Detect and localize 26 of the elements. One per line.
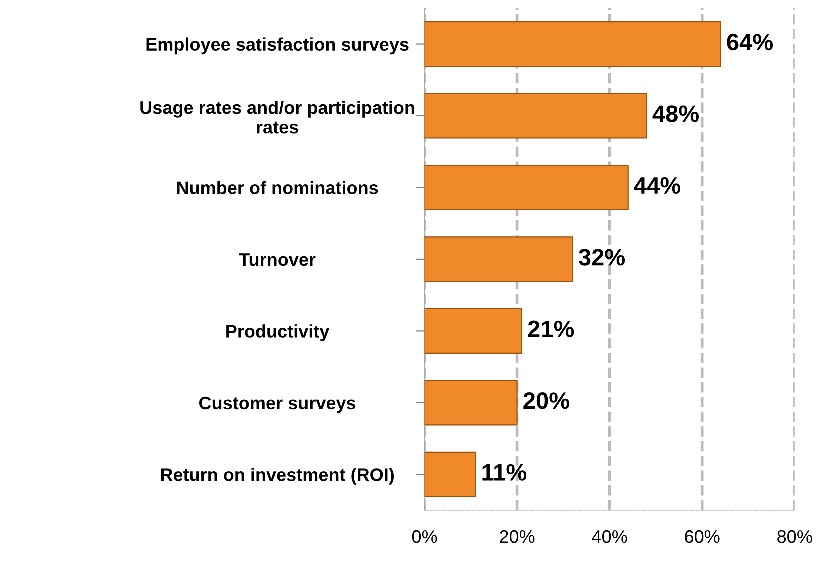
x-tick-label: 60%: [685, 530, 720, 544]
y-tick-label: Employee satisfaction surveys: [146, 38, 409, 55]
bar: [424, 164, 629, 211]
bar: [424, 93, 648, 139]
data-label: 64%: [727, 34, 774, 51]
y-tick-label: Customer surveys: [200, 396, 356, 414]
bar: [424, 380, 518, 426]
x-tick-label: 20%: [500, 530, 535, 544]
bar: [424, 308, 522, 354]
data-label: 48%: [652, 106, 700, 122]
bar: [424, 452, 476, 498]
x-tick-label: 0%: [412, 530, 438, 544]
data-label: 32%: [578, 249, 625, 266]
bar: [424, 236, 574, 282]
y-tick-label: Number of nominations: [177, 181, 378, 194]
bar: [424, 21, 722, 68]
x-tick-label: 40%: [592, 530, 628, 544]
data-label: 44%: [634, 177, 681, 194]
y-tick-label: Turnover: [239, 254, 316, 266]
y-tick-label: Return on investment (ROI): [161, 468, 394, 485]
data-label: 21%: [528, 320, 574, 338]
y-tick-label: Productivity: [226, 324, 330, 342]
data-label: 20%: [524, 392, 570, 410]
x-tick-label: 80%: [778, 530, 812, 544]
data-label: 11%: [482, 464, 527, 481]
y-tick-label: Usage rates and/or participation rates: [140, 101, 414, 134]
